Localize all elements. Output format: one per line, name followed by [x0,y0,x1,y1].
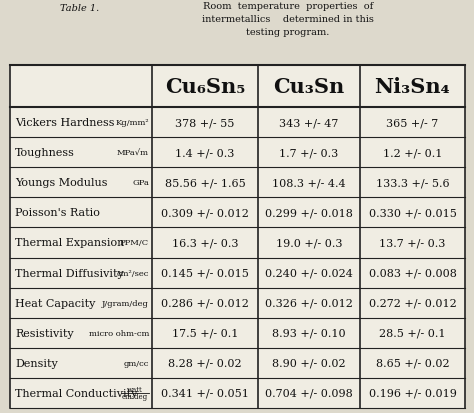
Text: micro ohm-cm: micro ohm-cm [89,329,149,337]
Text: 8.90 +/- 0.02: 8.90 +/- 0.02 [272,358,346,368]
Text: Ni₃Sn₄: Ni₃Sn₄ [374,77,450,97]
Text: Resistivity: Resistivity [15,328,73,338]
Text: 0.083 +/- 0.008: 0.083 +/- 0.008 [369,268,456,278]
Text: 343 +/- 47: 343 +/- 47 [279,118,339,128]
Text: 0.240 +/- 0.024: 0.240 +/- 0.024 [265,268,353,278]
Text: 13.7 +/- 0.3: 13.7 +/- 0.3 [379,238,446,248]
Text: 0.341 +/- 0.051: 0.341 +/- 0.051 [161,388,249,398]
Text: 0.196 +/- 0.019: 0.196 +/- 0.019 [369,388,456,398]
Text: 0.326 +/- 0.012: 0.326 +/- 0.012 [265,298,353,308]
Text: 0.299 +/- 0.018: 0.299 +/- 0.018 [265,208,353,218]
Text: 1.4 +/- 0.3: 1.4 +/- 0.3 [175,148,235,158]
Text: 17.5 +/- 0.1: 17.5 +/- 0.1 [172,328,238,338]
Text: 1.2 +/- 0.1: 1.2 +/- 0.1 [383,148,442,158]
Text: Table 1.: Table 1. [60,4,100,13]
Text: 1.7 +/- 0.3: 1.7 +/- 0.3 [279,148,338,158]
Text: PPM/C: PPM/C [120,239,149,247]
Text: Cu₆Sn₅: Cu₆Sn₅ [165,77,245,97]
Text: J/gram/deg: J/gram/deg [102,299,149,307]
Text: Youngs Modulus: Youngs Modulus [15,178,108,188]
Text: MPa√m: MPa√m [117,149,149,157]
Text: 85.56 +/- 1.65: 85.56 +/- 1.65 [164,178,246,188]
Text: gm/cc: gm/cc [124,359,149,367]
Text: 108.3 +/- 4.4: 108.3 +/- 4.4 [272,178,346,188]
Text: 28.5 +/- 0.1: 28.5 +/- 0.1 [379,328,446,338]
Text: Kg/mm²: Kg/mm² [115,119,149,127]
Text: cm·deg: cm·deg [122,392,148,401]
Text: 133.3 +/- 5.6: 133.3 +/- 5.6 [376,178,449,188]
Text: Poisson's Ratio: Poisson's Ratio [15,208,100,218]
Text: 365 +/- 7: 365 +/- 7 [386,118,438,128]
Text: 8.65 +/- 0.02: 8.65 +/- 0.02 [376,358,449,368]
Text: Thermal Diffusivity: Thermal Diffusivity [15,268,124,278]
Text: cm²/sec: cm²/sec [117,269,149,277]
Text: Cu₃Sn: Cu₃Sn [273,77,345,97]
Text: Heat Capacity: Heat Capacity [15,298,95,308]
Text: GPa: GPa [132,179,149,187]
Text: Thermal Expansion: Thermal Expansion [15,238,124,248]
Text: watt: watt [127,385,143,394]
Text: 0.330 +/- 0.015: 0.330 +/- 0.015 [369,208,456,218]
Text: 0.286 +/- 0.012: 0.286 +/- 0.012 [161,298,249,308]
Text: Room  temperature  properties  of
intermetallics    determined in this
testing p: Room temperature properties of intermeta… [202,2,374,37]
Text: 378 +/- 55: 378 +/- 55 [175,118,235,128]
Text: 8.93 +/- 0.10: 8.93 +/- 0.10 [272,328,346,338]
Text: Density: Density [15,358,58,368]
Text: 0.272 +/- 0.012: 0.272 +/- 0.012 [369,298,456,308]
Text: Vickers Hardness: Vickers Hardness [15,118,115,128]
Text: 0.145 +/- 0.015: 0.145 +/- 0.015 [161,268,249,278]
Text: 0.309 +/- 0.012: 0.309 +/- 0.012 [161,208,249,218]
Text: Toughness: Toughness [15,148,75,158]
Text: 8.28 +/- 0.02: 8.28 +/- 0.02 [168,358,242,368]
Text: 19.0 +/- 0.3: 19.0 +/- 0.3 [276,238,342,248]
Text: Thermal Conductivity: Thermal Conductivity [15,388,137,398]
Bar [10,66,465,408]
Text: 0.704 +/- 0.098: 0.704 +/- 0.098 [265,388,353,398]
Text: 16.3 +/- 0.3: 16.3 +/- 0.3 [172,238,238,248]
